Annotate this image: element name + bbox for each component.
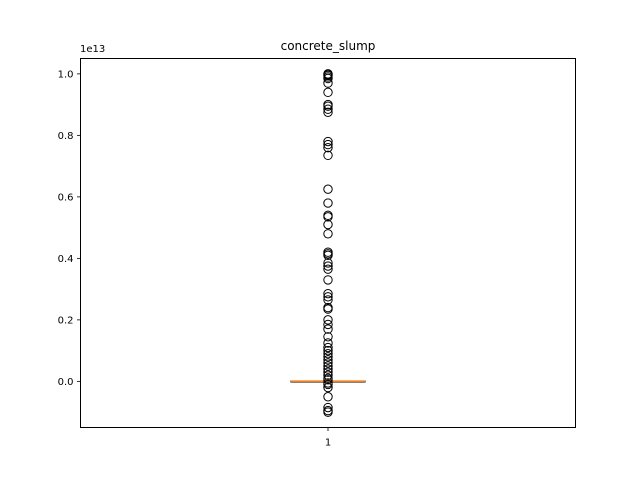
outlier-point xyxy=(323,364,333,374)
x-axis: 1 xyxy=(325,427,331,449)
outlier-points xyxy=(323,69,333,417)
outlier-point xyxy=(323,407,333,417)
y-tick-label: 0.6 xyxy=(58,192,74,203)
outlier-point xyxy=(323,379,333,390)
outlier-point xyxy=(323,345,333,356)
outlier-point xyxy=(323,275,333,285)
outlier-point xyxy=(323,375,333,385)
y-tick-label: 0.4 xyxy=(58,254,74,265)
y-tick-label: 1.0 xyxy=(58,69,74,80)
outlier-point xyxy=(323,136,333,147)
outlier-point xyxy=(323,78,333,88)
outlier-point xyxy=(323,319,333,330)
outlier-point xyxy=(323,355,333,365)
outlier-point xyxy=(323,101,333,111)
y-axis: 0.0 0.2 0.4 0.6 0.8 1.0 xyxy=(58,69,81,388)
outlier-point xyxy=(323,304,333,314)
outlier-point xyxy=(323,338,333,348)
outlier-point xyxy=(323,250,333,261)
outlier-point xyxy=(323,73,333,84)
outlier-point xyxy=(323,139,333,150)
plot-frame xyxy=(80,58,576,428)
outlier-point xyxy=(323,382,333,393)
outlier-point xyxy=(323,367,333,377)
outlier-point xyxy=(323,264,333,274)
y-tick-label: 0.8 xyxy=(58,131,74,142)
outlier-point xyxy=(323,392,333,402)
outlier-point xyxy=(323,352,333,362)
outlier-point xyxy=(323,342,333,353)
y-tick-label: 0.2 xyxy=(58,315,74,326)
x-tick-label: 1 xyxy=(325,438,331,449)
outlier-point xyxy=(323,402,333,413)
outlier-point xyxy=(323,349,333,359)
outlier-point xyxy=(323,324,333,334)
outlier-point xyxy=(323,212,333,222)
y-offset-label: 1e13 xyxy=(80,44,105,55)
outlier-point xyxy=(323,258,333,268)
outlier-point xyxy=(323,370,333,380)
outlier-point xyxy=(323,332,333,342)
outlier-point xyxy=(323,261,333,271)
outlier-point xyxy=(323,198,333,208)
y-tick-label: 0.0 xyxy=(58,377,74,388)
outlier-point xyxy=(323,142,333,153)
box-series xyxy=(290,380,366,383)
outlier-point xyxy=(323,289,333,299)
outlier-point xyxy=(323,292,333,302)
outlier-point xyxy=(323,184,333,194)
outlier-point xyxy=(323,315,333,325)
outlier-point xyxy=(323,295,333,305)
outlier-point xyxy=(323,361,333,371)
outlier-point xyxy=(323,107,333,118)
outlier-point xyxy=(323,104,333,114)
outlier-point xyxy=(323,87,333,98)
outlier-point xyxy=(323,358,333,368)
outlier-point xyxy=(323,219,333,230)
outlier-point xyxy=(323,229,333,239)
outlier-point xyxy=(323,150,333,161)
chart-title: concrete_slump xyxy=(281,39,376,53)
